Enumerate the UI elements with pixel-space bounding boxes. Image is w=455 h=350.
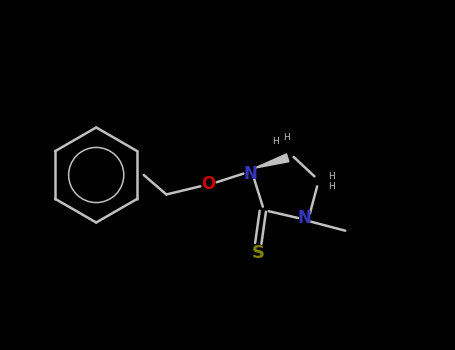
- Text: O: O: [202, 175, 216, 193]
- Text: S: S: [252, 244, 265, 262]
- Text: H: H: [328, 182, 335, 191]
- Text: H: H: [272, 137, 279, 146]
- Text: H: H: [328, 172, 335, 181]
- Text: N: N: [298, 209, 311, 227]
- Polygon shape: [254, 154, 289, 168]
- Text: N: N: [243, 164, 257, 183]
- Text: H: H: [283, 133, 290, 142]
